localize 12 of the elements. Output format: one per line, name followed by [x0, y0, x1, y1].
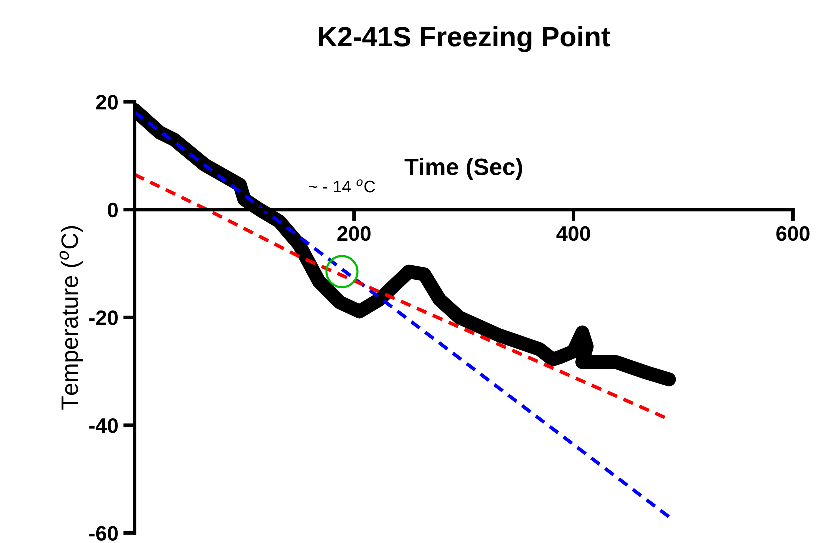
x-tick-label: 400 [556, 226, 590, 242]
x-tick-label: 200 [338, 226, 371, 242]
y-tick-label: -60 [90, 526, 118, 541]
y-tick-label: 0 [108, 202, 118, 218]
annotation: ~ - 14 $^{o}$C [309, 180, 376, 193]
y-tick-label: -20 [90, 310, 118, 326]
y-tick-label: 20 [96, 95, 118, 110]
y-tick-label: -40 [90, 418, 118, 434]
x-tick-label: 600 [776, 226, 810, 242]
x-axis-title: Time (Sec) [404, 158, 522, 180]
chart-title: K2-41S Freezing Point [319, 26, 610, 52]
y-axis-title: Temperature ($^{o}$C) [60, 226, 83, 410]
